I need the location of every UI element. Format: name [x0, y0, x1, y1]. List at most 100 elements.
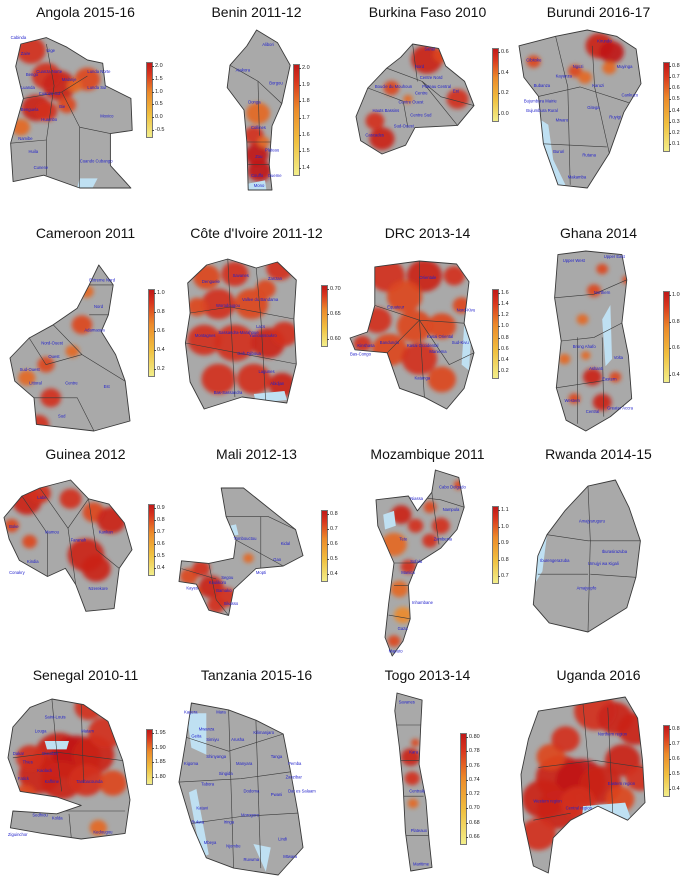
scale-tick-label: 1.6	[498, 290, 509, 296]
hotspot	[577, 71, 592, 84]
region-label-volta: Volta	[614, 355, 624, 360]
region-label-bandundu: Bandundu	[380, 340, 400, 345]
region-label-cabo-delgado: Cabo Delgado	[439, 485, 466, 490]
region-label-shinyanga: Shinyanga	[206, 754, 226, 759]
region-label-upper-east: Upper East	[604, 254, 626, 259]
scale-tick-label: 0.2	[498, 368, 509, 374]
region-boundary	[607, 707, 614, 814]
region-boundary	[561, 322, 623, 342]
hotspot	[236, 363, 271, 395]
region-label-cankuzo: Cankuzo	[622, 92, 639, 97]
region-boundary	[10, 139, 47, 144]
map-panel-senegal-2010-11: Saint-Louis Louga Matam Dakar Thies Diourbel F…	[0, 663, 171, 884]
hotspot	[68, 764, 104, 797]
region-label-northern: Northern	[594, 290, 611, 295]
region-label-western-region: Western region	[533, 799, 562, 804]
scale-tick-label: 0.6	[154, 328, 165, 334]
region-label-extreme-nord: Extreme Nord	[89, 278, 116, 283]
water-body	[77, 178, 98, 188]
map-title: Côte d'Ivoire 2011-12	[190, 225, 323, 241]
region-label-lunda-norte: Lunda Norte	[87, 69, 111, 74]
region-label-eastern: Eastern	[602, 377, 617, 382]
region-label-borgou: Borgou	[269, 80, 283, 85]
scale-tick-label: 1.4	[299, 165, 310, 171]
hotspot	[526, 55, 541, 68]
water-body	[538, 118, 566, 188]
region-label-centre-sud: Centre Sud	[410, 113, 432, 118]
region-label-central-region: Central region	[566, 806, 593, 811]
hotspot	[14, 784, 36, 804]
region-label-central: Central	[586, 409, 600, 414]
region-label-rukwa: Rukwa	[191, 819, 204, 824]
country-border	[226, 29, 291, 191]
hotspot	[11, 118, 31, 136]
map-panel-cameroon-2011: Extreme Nord Nord Adamaoua Nord-Ouest Ouest S…	[0, 221, 171, 442]
region-label-nord: Nord	[415, 64, 425, 69]
region-label-gitega: Gitega	[587, 105, 600, 110]
scale-tick-label: 1.0	[669, 292, 680, 298]
region-label-cibitoke: Cibitoke	[526, 58, 542, 63]
hotspot	[214, 324, 256, 362]
scale-tick-label: 0.3	[669, 118, 680, 125]
region-label-amajyaruguru: Amajyaruguru	[579, 519, 606, 524]
hotspot	[67, 78, 82, 93]
region-boundary	[587, 486, 591, 632]
region-label-iburengerazuba: Iburengerazuba	[540, 558, 570, 563]
region-label-rutana: Rutana	[582, 152, 596, 157]
country-map: Amajyaruguru Iburengerazuba Umujyi wa Kiga…	[532, 479, 641, 633]
region-label-kayes: Kayes	[186, 585, 198, 590]
region-label-couffo: Couffo	[251, 173, 264, 178]
hotspot	[57, 96, 77, 114]
hotspot	[89, 819, 108, 836]
scale-tick-label: 0.1	[669, 141, 680, 147]
region-label-mwanza: Mwanza	[199, 727, 215, 732]
region-label-centre-nord: Centre Nord	[420, 75, 443, 80]
scale-tick-label: 0.8	[498, 334, 509, 341]
color-scale-bar	[148, 504, 155, 576]
hotspot	[576, 314, 589, 325]
region-label-sahel: Sahel	[424, 47, 435, 52]
region-label-kidal: Kidal	[281, 541, 290, 546]
region-boundary	[255, 267, 266, 401]
hotspot	[201, 363, 236, 395]
hotspot	[193, 264, 221, 290]
region-label-dar-es-salaam: Dar es Salaam	[288, 788, 316, 793]
region-label-geita: Geita	[191, 733, 202, 738]
map-panel-mozambique-2011: Niassa Cabo Delgado Tete Nampula Zambezia Man…	[342, 442, 513, 663]
region-label-bas-sassandra: Bas-Sassandra	[214, 390, 243, 395]
region-boundary	[431, 492, 440, 545]
country-map: Savanes Kara Centrale Plateaux Maritime	[394, 692, 433, 872]
hotspot	[587, 284, 601, 297]
scale-tick-label: 0.8	[154, 309, 165, 315]
country-map: Saint-Louis Louga Matam Dakar Thies Diourbel F…	[7, 698, 131, 840]
region-boundary	[80, 704, 84, 784]
country-land	[179, 703, 303, 875]
region-label-atakora: Atakora	[236, 68, 251, 73]
region-label-mara: Mara	[216, 709, 226, 714]
color-scale-bar	[321, 285, 328, 347]
map-title: Burundi 2016-17	[546, 4, 651, 20]
scale-tick-label: 2.0	[299, 65, 310, 71]
map-panel-togo-2013-14: Savanes Kara Centrale Plateaux Maritime Togo …	[342, 663, 513, 884]
hotspot	[427, 366, 456, 393]
region-label-ngozi: Ngozi	[573, 64, 584, 69]
hotspot	[271, 321, 297, 347]
color-scale-bar	[460, 733, 467, 845]
scale-tick-label: 0.2	[154, 366, 165, 372]
region-label-kara: Kara	[409, 750, 419, 755]
country-border	[178, 487, 304, 616]
water-body	[248, 180, 267, 190]
region-label-zou: Zou	[255, 154, 263, 159]
region-label-kasai-oriental: Kasai Oriental	[427, 334, 453, 339]
region-boundary	[235, 539, 284, 567]
hotspot	[74, 699, 103, 721]
region-boundary	[556, 380, 604, 389]
color-scale-bar	[293, 64, 300, 176]
region-label-zambezia: Zambezia	[434, 537, 453, 542]
region-label-ruvuma: Ruvuma	[244, 857, 260, 862]
region-boundary	[208, 563, 229, 616]
scale-tick-label: 1.80	[152, 774, 166, 780]
hotspot	[536, 743, 565, 770]
